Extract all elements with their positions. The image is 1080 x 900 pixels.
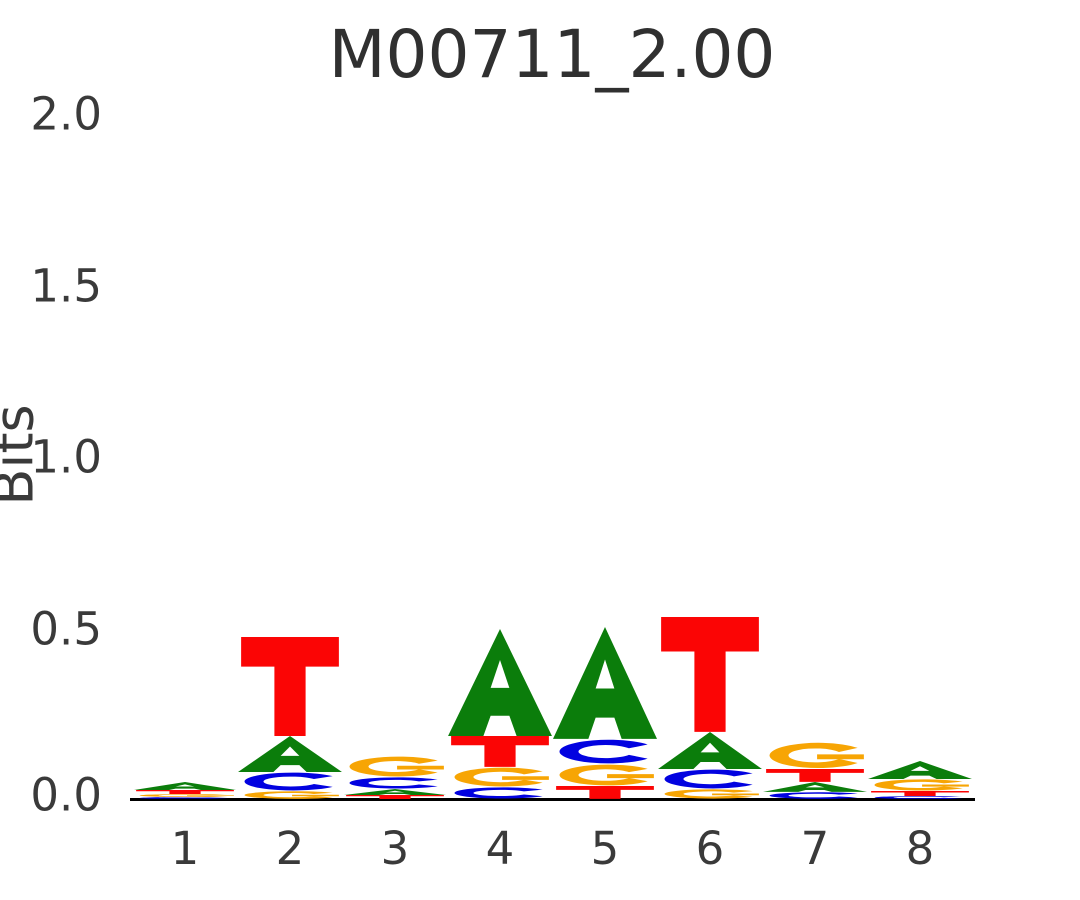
logo-column-2 <box>238 636 342 799</box>
logo-letter-G <box>238 791 342 799</box>
logo-letter-T <box>553 786 657 799</box>
logo-letter-G <box>763 742 867 769</box>
logo-letter-T <box>133 789 237 794</box>
x-tick-8: 8 <box>905 822 935 875</box>
logo-letter-A <box>133 781 237 790</box>
logo-letter-C <box>238 772 342 791</box>
logo-letter-A <box>868 760 972 779</box>
x-tick-6: 6 <box>695 822 725 875</box>
logo-letter-T <box>238 636 342 736</box>
logo-letter-G <box>448 767 552 787</box>
logo-letter-A <box>658 732 762 770</box>
logo-letter-G <box>343 756 447 777</box>
logo-letter-C <box>868 796 972 799</box>
logo-letter-C <box>763 792 867 799</box>
x-tick-1: 1 <box>170 822 200 875</box>
y-tick-0.0: 0.0 <box>30 768 102 822</box>
logo-letter-T <box>343 794 447 799</box>
y-tick-1.5: 1.5 <box>30 259 102 313</box>
logo-letter-T <box>448 736 552 768</box>
logo-letter-G <box>553 764 657 786</box>
logo-column-7 <box>763 742 867 799</box>
y-tick-1.0: 1.0 <box>30 430 102 484</box>
logo-column-1 <box>133 781 237 799</box>
logo-letter-C <box>553 739 657 764</box>
x-tick-2: 2 <box>275 822 305 875</box>
logo-letter-C <box>658 769 762 789</box>
logo-letter-C <box>448 787 552 799</box>
logo-letter-G <box>133 794 237 797</box>
x-tick-3: 3 <box>380 822 410 875</box>
y-tick-2.0: 2.0 <box>30 87 102 141</box>
logo-column-6 <box>658 617 762 799</box>
logo-column-5 <box>553 626 657 799</box>
logo-letter-G <box>868 779 972 791</box>
x-tick-4: 4 <box>485 822 515 875</box>
chart-title: M00711_2.00 <box>328 16 776 93</box>
logo-column-8 <box>868 760 972 799</box>
logo-letter-A <box>763 782 867 792</box>
logo-column-3 <box>343 756 447 799</box>
logo-letter-C <box>343 777 447 789</box>
logo-letter-T <box>763 769 867 783</box>
x-tick-7: 7 <box>800 822 830 875</box>
logo-letter-T <box>658 617 762 733</box>
logo-letter-A <box>343 788 447 795</box>
logo-letter-T <box>868 790 972 796</box>
logo-letter-A <box>553 626 657 739</box>
x-axis-line <box>130 798 975 801</box>
logo-letter-A <box>448 629 552 737</box>
y-tick-0.5: 0.5 <box>30 602 102 656</box>
x-tick-5: 5 <box>590 822 620 875</box>
logo-letter-A <box>238 735 342 772</box>
logo-letter-C <box>133 797 237 799</box>
logo-letter-G <box>658 789 762 799</box>
logo-column-4 <box>448 629 552 799</box>
